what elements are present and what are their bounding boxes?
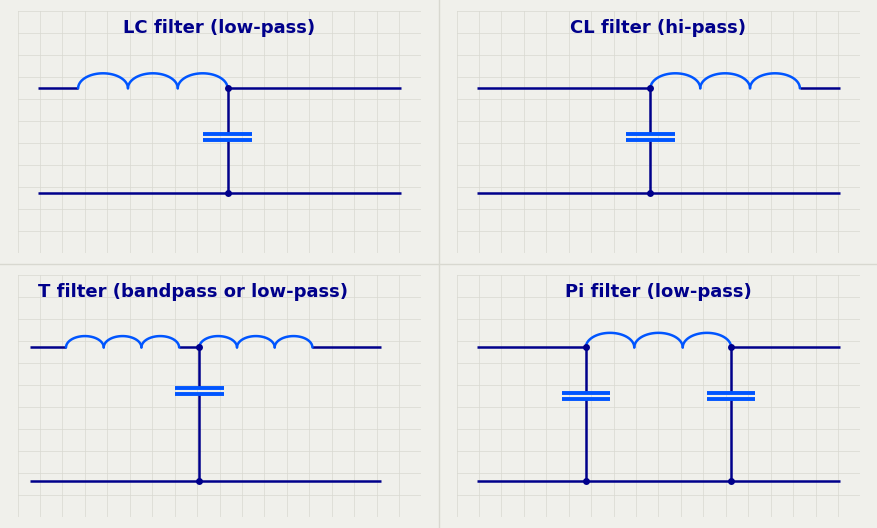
Text: T filter (bandpass or low-pass): T filter (bandpass or low-pass) (38, 282, 347, 300)
Text: Pi filter (low-pass): Pi filter (low-pass) (565, 282, 751, 300)
Text: LC filter (low-pass): LC filter (low-pass) (124, 18, 315, 36)
Text: CL filter (hi-pass): CL filter (hi-pass) (570, 18, 745, 36)
